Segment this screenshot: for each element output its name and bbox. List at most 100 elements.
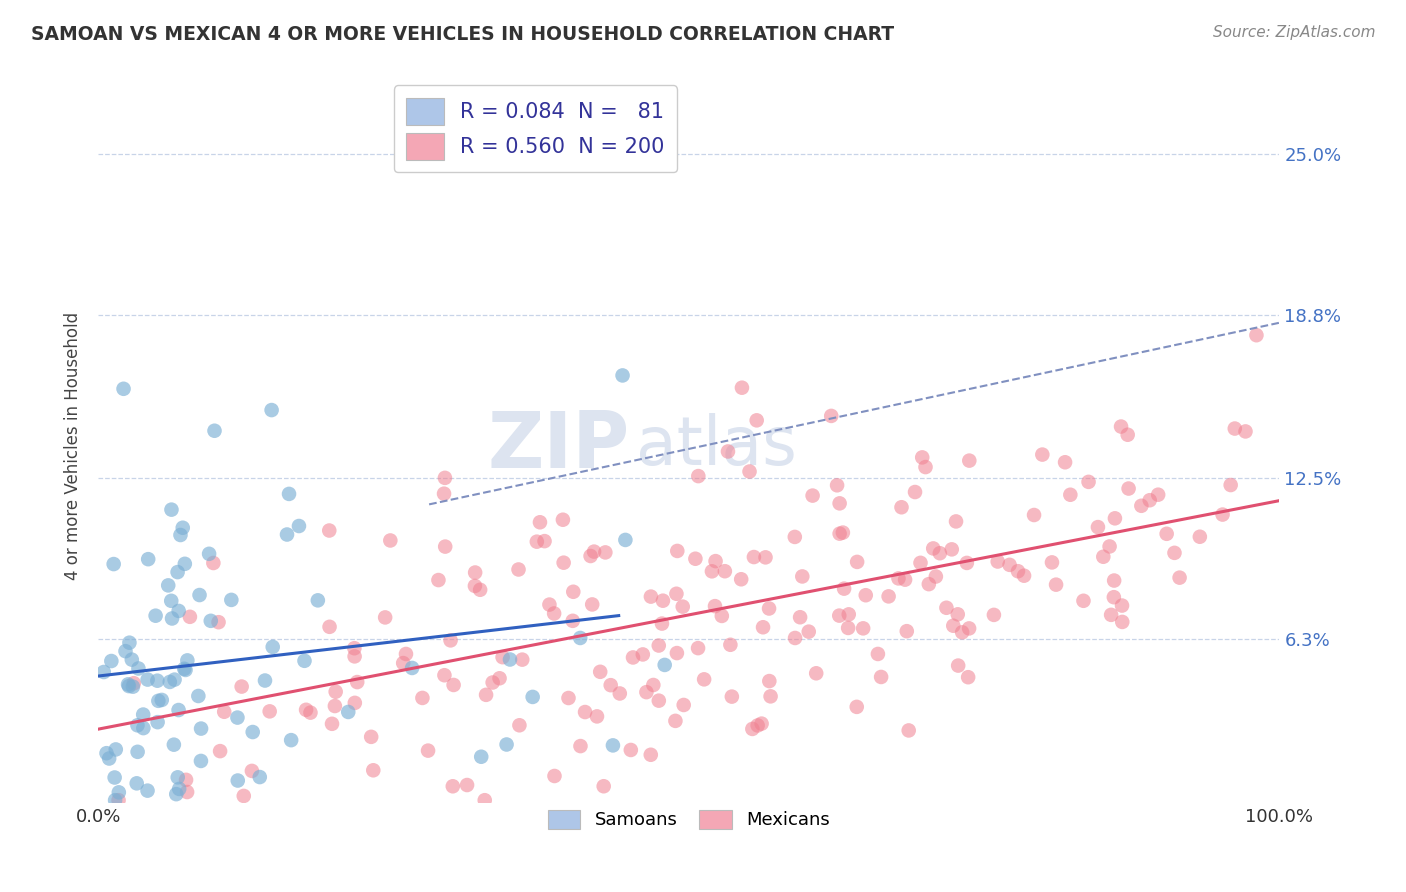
Point	[745, 413, 768, 427]
Point	[434, 540, 457, 554]
Point	[475, 688, 498, 702]
Point	[941, 542, 963, 557]
Point	[731, 381, 754, 395]
Point	[104, 793, 127, 807]
Point	[374, 610, 396, 624]
Point	[508, 562, 530, 576]
Point	[640, 590, 662, 604]
Point	[522, 690, 544, 704]
Point	[665, 587, 688, 601]
Point	[136, 783, 159, 797]
Point	[278, 487, 301, 501]
Point	[212, 705, 235, 719]
Point	[561, 614, 583, 628]
Point	[538, 598, 561, 612]
Point	[167, 604, 190, 618]
Point	[464, 566, 486, 580]
Point	[1234, 425, 1257, 439]
Point	[828, 496, 851, 510]
Point	[609, 686, 631, 700]
Point	[887, 571, 910, 585]
Point	[93, 665, 115, 679]
Point	[148, 694, 170, 708]
Point	[896, 624, 918, 639]
Point	[427, 573, 450, 587]
Point	[1212, 508, 1234, 522]
Point	[361, 764, 384, 778]
Point	[643, 678, 665, 692]
Point	[717, 444, 740, 458]
Point	[1031, 448, 1053, 462]
Point	[742, 549, 765, 564]
Point	[159, 674, 181, 689]
Point	[592, 779, 614, 793]
Point	[121, 653, 143, 667]
Point	[325, 684, 347, 698]
Point	[481, 675, 503, 690]
Point	[136, 552, 159, 566]
Point	[160, 502, 183, 516]
Point	[730, 572, 752, 586]
Point	[1163, 546, 1185, 560]
Point	[910, 556, 932, 570]
Point	[529, 515, 551, 529]
Point	[160, 594, 183, 608]
Point	[714, 564, 737, 578]
Point	[747, 718, 769, 732]
Point	[1246, 328, 1268, 343]
Point	[602, 739, 624, 753]
Point	[488, 671, 510, 685]
Point	[704, 599, 727, 614]
Point	[433, 471, 456, 485]
Point	[1040, 555, 1063, 569]
Point	[321, 716, 343, 731]
Point	[262, 640, 284, 654]
Point	[686, 641, 709, 656]
Point	[704, 554, 727, 568]
Point	[343, 649, 366, 664]
Point	[165, 787, 187, 801]
Point	[922, 541, 945, 556]
Point	[651, 593, 673, 607]
Point	[117, 677, 139, 691]
Point	[870, 670, 893, 684]
Point	[118, 679, 141, 693]
Point	[789, 610, 811, 624]
Point	[620, 743, 643, 757]
Point	[1092, 549, 1115, 564]
Point	[1077, 475, 1099, 489]
Point	[456, 778, 478, 792]
Point	[468, 582, 491, 597]
Point	[132, 721, 155, 735]
Point	[260, 403, 283, 417]
Point	[441, 779, 464, 793]
Point	[877, 590, 900, 604]
Point	[198, 547, 221, 561]
Point	[543, 607, 565, 621]
Point	[209, 744, 232, 758]
Point	[562, 584, 585, 599]
Point	[174, 663, 197, 677]
Point	[112, 382, 135, 396]
Point	[569, 739, 592, 753]
Point	[226, 710, 249, 724]
Point	[98, 751, 121, 765]
Point	[169, 528, 191, 542]
Point	[495, 738, 517, 752]
Point	[855, 588, 877, 602]
Point	[838, 607, 860, 622]
Point	[801, 489, 824, 503]
Point	[127, 718, 149, 732]
Point	[721, 690, 744, 704]
Point	[1022, 508, 1045, 522]
Point	[346, 675, 368, 690]
Point	[510, 652, 533, 666]
Point	[612, 368, 634, 383]
Point	[783, 631, 806, 645]
Point	[491, 650, 513, 665]
Point	[173, 662, 195, 676]
Point	[318, 620, 340, 634]
Point	[1111, 599, 1133, 613]
Point	[188, 588, 211, 602]
Point	[307, 593, 329, 607]
